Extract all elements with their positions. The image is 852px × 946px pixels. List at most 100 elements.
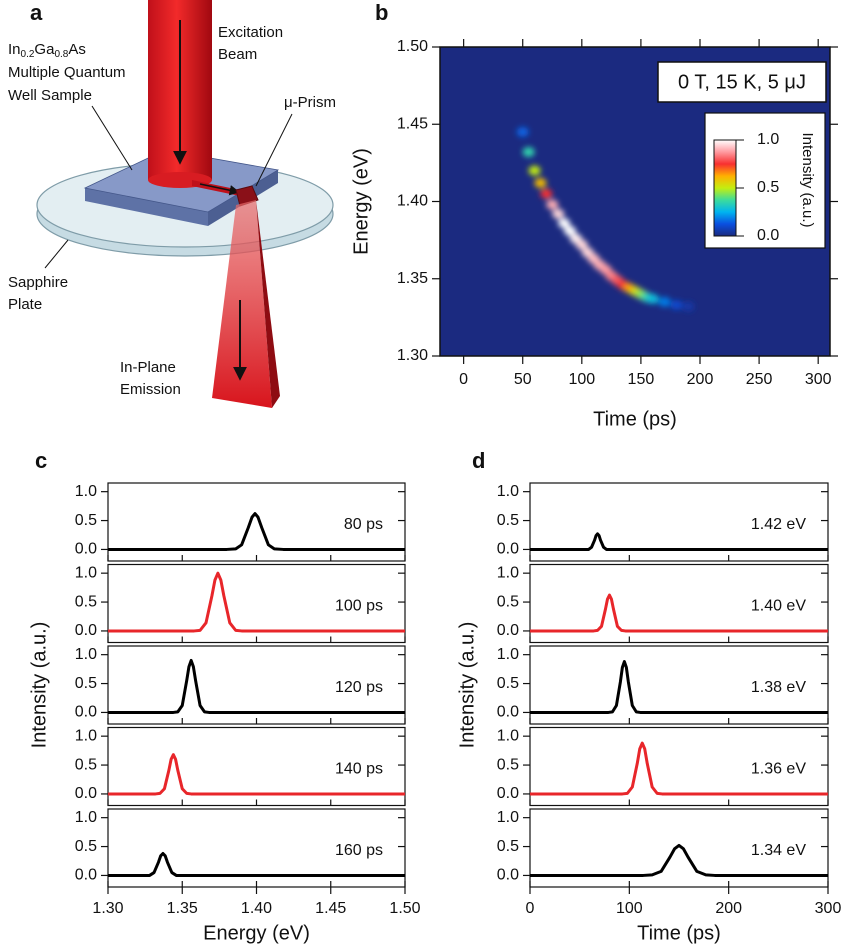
series-label: 1.40 eV — [751, 597, 806, 614]
colorbar — [713, 139, 737, 237]
line — [530, 741, 828, 796]
panel-label: b — [375, 0, 388, 25]
ridge-point — [546, 199, 559, 210]
x-tick-label: 300 — [805, 371, 832, 388]
y-tick-label: 0.5 — [497, 593, 519, 610]
leader — [255, 113, 293, 187]
line — [108, 571, 405, 633]
x-tick-label: 250 — [746, 371, 773, 388]
y-tick-label: 1.50 — [397, 38, 428, 55]
panel-label: d — [472, 448, 485, 473]
x-tick-label: 1.50 — [389, 900, 420, 917]
leader — [44, 239, 69, 269]
leader — [91, 105, 133, 171]
line — [108, 658, 405, 714]
y-tick-label: 0.5 — [497, 838, 519, 855]
text: 0.8 — [54, 49, 68, 60]
line — [108, 512, 405, 551]
text: Ga — [34, 41, 55, 58]
subplot-frame — [529, 808, 829, 888]
subplot-frame — [529, 726, 829, 807]
y-tick-label: 0.0 — [75, 704, 97, 721]
ridge-point — [564, 225, 576, 236]
line — [530, 843, 828, 877]
emission — [212, 200, 272, 408]
x-tick-label: 150 — [628, 371, 655, 388]
line — [530, 660, 828, 714]
y-tick-label: 0.5 — [75, 512, 97, 529]
subplot-frame — [529, 563, 829, 644]
line — [108, 851, 405, 877]
ridge-point — [646, 293, 659, 304]
plate-label: Plate — [8, 296, 42, 313]
y-tick-label: 0.0 — [497, 785, 519, 802]
y-tick-label: 0.0 — [75, 541, 97, 558]
series-label: 80 ps — [344, 516, 383, 533]
y-tick-label: 1.45 — [397, 115, 428, 132]
y-tick-label: 0.0 — [497, 867, 519, 884]
ridge-point — [658, 296, 671, 307]
sample-label: In0.2Ga0.8As — [8, 41, 86, 60]
y-tick-label: 0.0 — [75, 867, 97, 884]
y-tick-label: 1.0 — [497, 727, 519, 744]
ridge-point — [516, 126, 529, 137]
series-label: 120 ps — [335, 679, 383, 696]
y-tick-label: 1.0 — [75, 809, 97, 826]
prism-label: μ-Prism — [284, 94, 336, 111]
y-tick-label: 0.5 — [75, 593, 97, 610]
colorbar-tick-label: 1.0 — [757, 131, 779, 148]
x-tick-label: 1.45 — [315, 900, 346, 917]
y-tick-label: 1.0 — [497, 809, 519, 826]
y-tick-label: 1.0 — [75, 564, 97, 581]
y-tick-label: 0.0 — [75, 785, 97, 802]
x-tick-label: 1.30 — [92, 900, 123, 917]
ridge-point — [575, 239, 588, 250]
x-tick-label: 50 — [514, 371, 532, 388]
y-tick-label: 1.35 — [397, 270, 428, 287]
colorbar-tick-label: 0.5 — [757, 179, 779, 196]
arrow — [199, 183, 241, 196]
colorbar-tick-label: 0.0 — [757, 227, 779, 244]
x-tick-label: 200 — [687, 371, 714, 388]
annotation: 0 T, 15 K, 5 μJ — [678, 71, 806, 93]
ridge-point — [552, 208, 565, 219]
panel-label: c — [35, 448, 47, 473]
y-tick-label: 0.0 — [497, 622, 519, 639]
sample-label: Well Sample — [8, 87, 92, 104]
x-tick-label: 100 — [568, 371, 595, 388]
x-tick-label: 0 — [459, 371, 468, 388]
emission-label: In-Plane — [120, 359, 176, 376]
x-tick-label: 1.40 — [241, 900, 272, 917]
x-tick-label: 1.35 — [167, 900, 198, 917]
text: 0.2 — [21, 49, 35, 60]
subplot-frame — [529, 482, 829, 562]
y-tick-label: 0.5 — [75, 756, 97, 773]
x-tick-label: 300 — [815, 900, 842, 917]
y-axis-label: Energy (eV) — [350, 148, 372, 255]
ridge-point — [558, 218, 571, 229]
y-tick-label: 1.0 — [497, 564, 519, 581]
series-label: 1.42 eV — [751, 516, 806, 533]
y-tick-label: 0.0 — [497, 541, 519, 558]
plate-label: Sapphire — [8, 274, 68, 291]
x-axis-label: Time (ps) — [593, 408, 677, 430]
y-tick-label: 0.5 — [497, 512, 519, 529]
y-tick-label: 1.0 — [75, 483, 97, 500]
ridge-point — [528, 165, 541, 176]
x-axis-label: Time (ps) — [637, 922, 721, 944]
line — [530, 532, 828, 551]
text: In — [8, 41, 21, 58]
y-tick-label: 1.30 — [397, 347, 428, 364]
ridge-point — [540, 188, 553, 199]
emission-label: Emission — [120, 381, 181, 398]
beam-label: Beam — [218, 46, 257, 63]
beam-label: Excitation — [218, 24, 283, 41]
y-tick-label: 1.0 — [497, 483, 519, 500]
ridge-point — [670, 300, 683, 311]
y-tick-label: 0.5 — [75, 838, 97, 855]
y-tick-label: 1.0 — [75, 646, 97, 663]
series-label: 100 ps — [335, 597, 383, 614]
series-label: 1.38 eV — [751, 679, 806, 696]
y-tick-label: 0.5 — [497, 675, 519, 692]
